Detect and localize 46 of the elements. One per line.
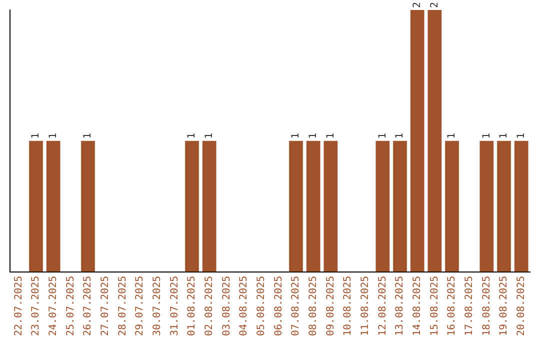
x-tick-label: 15.08.2025 — [429, 276, 440, 336]
x-tick-label: 08.08.2025 — [308, 276, 319, 336]
x-tick-label: 09.08.2025 — [325, 276, 336, 336]
x-tick-label: 22.07.2025 — [13, 276, 24, 336]
x-tick-label: 26.07.2025 — [82, 276, 94, 336]
data-label: 1 — [30, 132, 42, 139]
x-tick-label: 07.08.2025 — [290, 276, 302, 336]
x-tick-label: 23.07.2025 — [30, 276, 42, 336]
x-tick-label: 05.08.2025 — [256, 276, 267, 336]
x-tick-label: 14.08.2025 — [412, 276, 423, 336]
x-tick-label: 03.08.2025 — [221, 276, 232, 336]
x-tick-label: 16.08.2025 — [446, 276, 458, 336]
data-label: 1 — [498, 132, 510, 139]
data-label: 1 — [325, 132, 336, 139]
x-tick-label: 24.07.2025 — [48, 276, 59, 336]
x-tick-label: 13.08.2025 — [394, 276, 406, 336]
x-tick-label: 30.07.2025 — [152, 276, 163, 336]
data-label: 1 — [394, 132, 406, 139]
x-tick-label: 06.08.2025 — [273, 276, 284, 336]
x-tick-label: 28.07.2025 — [117, 276, 128, 336]
x-tick-label: 02.08.2025 — [204, 276, 215, 336]
x-tick-label: 29.07.2025 — [134, 276, 146, 336]
x-tick-label: 04.08.2025 — [238, 276, 250, 336]
data-label: 1 — [516, 132, 527, 139]
data-label: 1 — [290, 132, 302, 139]
data-label: 1 — [446, 132, 458, 139]
data-label: 2 — [429, 2, 440, 8]
data-label: 1 — [48, 132, 59, 139]
data-label: 1 — [186, 132, 198, 139]
x-tick-label: 12.08.2025 — [377, 276, 388, 336]
x-tick-label: 10.08.2025 — [342, 276, 354, 336]
x-tick-label: 18.08.2025 — [481, 276, 492, 336]
x-tick-label: 27.07.2025 — [100, 276, 111, 336]
data-label: 1 — [481, 132, 492, 139]
x-tick-label: 31.07.2025 — [169, 276, 180, 336]
x-tick-label: 20.08.2025 — [516, 276, 527, 336]
data-label: 1 — [308, 132, 319, 139]
x-tick-label: 01.08.2025 — [186, 276, 198, 336]
data-label: 1 — [204, 132, 215, 139]
data-label: 1 — [82, 132, 94, 139]
x-tick-label: 17.08.2025 — [464, 276, 475, 336]
x-tick-label: 11.08.2025 — [360, 276, 371, 336]
data-label: 1 — [377, 132, 388, 139]
data-label: 2 — [412, 2, 423, 8]
x-tick-label: 19.08.2025 — [498, 276, 510, 336]
x-tick-label: 25.07.2025 — [65, 276, 76, 336]
